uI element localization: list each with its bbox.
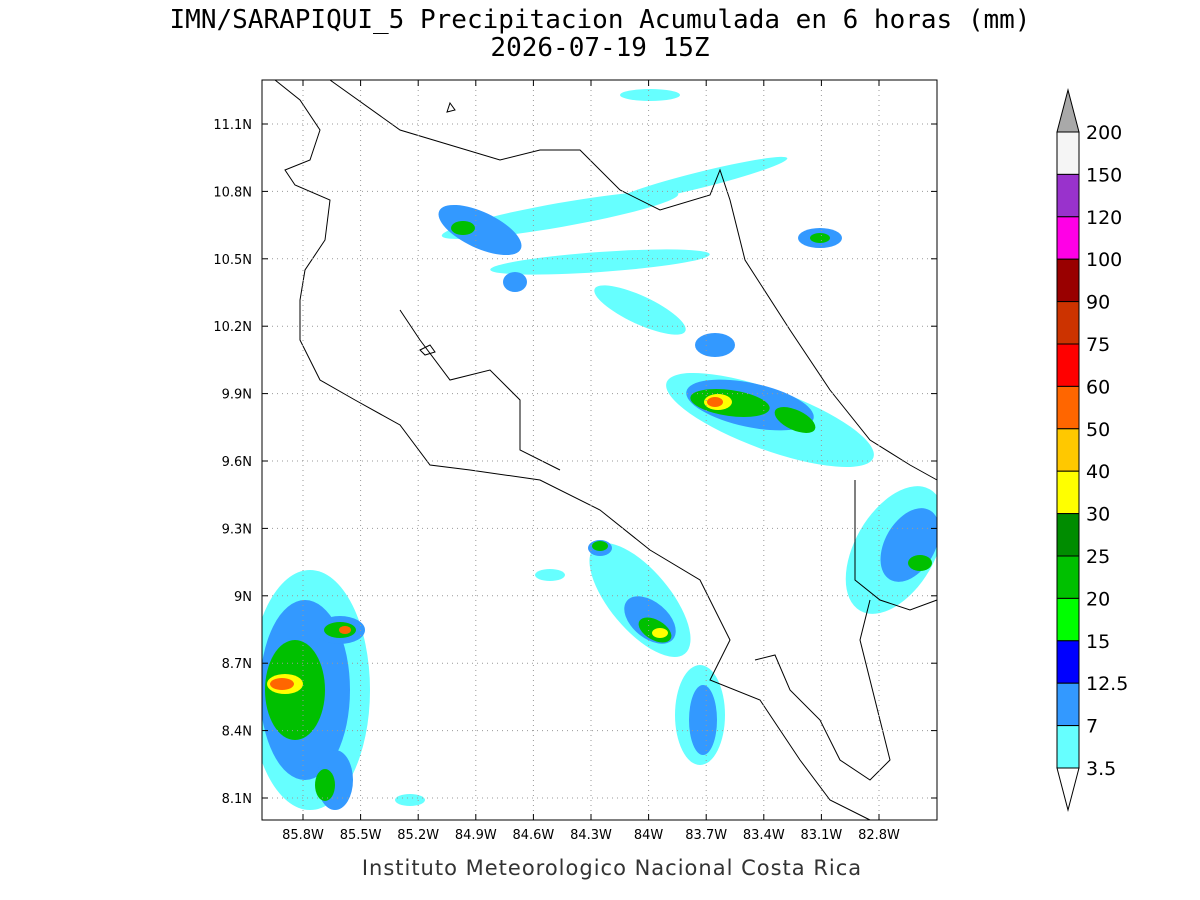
colorbar-box (1056, 173, 1080, 218)
colorbar-label: 200 (1086, 122, 1122, 144)
lon-label: 84.9W (455, 828, 497, 843)
colorbar-label: 150 (1086, 164, 1122, 186)
lon-label: 83.7W (685, 828, 727, 843)
colorbar-box (1056, 513, 1080, 557)
colorbar-box (1056, 428, 1080, 472)
colorbar-box (1056, 640, 1080, 684)
lon-label: 83.1W (800, 828, 842, 843)
map (261, 79, 938, 821)
colorbar-cap (1056, 767, 1080, 812)
colorbar-box (1056, 597, 1080, 642)
lon-label: 85.5W (340, 828, 382, 843)
title: IMN/SARAPIQUI_5 Precipitacion Acumulada … (170, 5, 1031, 35)
colorbar-label: 12.5 (1086, 673, 1128, 695)
lat-label: 10.2N (213, 320, 252, 335)
colorbar-box (1056, 725, 1080, 769)
lon-label: 82.8W (858, 828, 900, 843)
colorbar-label: 20 (1086, 588, 1110, 610)
colorbar-box (1056, 470, 1080, 515)
colorbar-label: 120 (1086, 207, 1122, 229)
lat-label: 10.8N (213, 185, 252, 200)
coastline (274, 79, 938, 821)
lat-label: 9.3N (222, 522, 252, 537)
lat-label: 9.9N (222, 388, 252, 403)
lon-label: 83.4W (743, 828, 785, 843)
colorbar-box (1056, 343, 1080, 387)
colorbar-label: 90 (1086, 292, 1110, 314)
lat-label: 8.1N (222, 792, 252, 807)
colorbar-box (1056, 555, 1080, 599)
colorbar-label: 7 (1086, 716, 1098, 738)
colorbar-box (1056, 258, 1080, 303)
lat-label: 8.7N (222, 657, 252, 672)
colorbar-cap (1056, 88, 1080, 133)
colorbar-label: 100 (1086, 249, 1122, 271)
colorbar-label: 60 (1086, 376, 1110, 398)
subtitle: 2026-07-19 15Z (490, 33, 709, 63)
footer: Instituto Meteorologico Nacional Costa R… (362, 856, 862, 880)
lat-label: 8.4N (222, 725, 252, 740)
precipitation (262, 89, 937, 810)
lon-label: 85.2W (397, 828, 439, 843)
colorbar-label: 15 (1086, 631, 1110, 653)
colorbar-label: 25 (1086, 546, 1110, 568)
lat-label: 10.5N (213, 253, 252, 268)
map-frame (261, 79, 938, 821)
colorbar-label: 3.5 (1086, 758, 1116, 780)
lat-label: 9N (234, 590, 252, 605)
lon-label: 84.3W (570, 828, 612, 843)
lon-label: 84.6W (512, 828, 554, 843)
colorbar-box (1056, 216, 1080, 260)
colorbar-box (1056, 131, 1080, 175)
colorbar-label: 75 (1086, 334, 1110, 356)
colorbar-box (1056, 682, 1080, 727)
colorbar-label: 30 (1086, 504, 1110, 526)
colorbar-label: 50 (1086, 419, 1110, 441)
lat-label: 9.6N (222, 455, 252, 470)
colorbar-box (1056, 385, 1080, 430)
lat-label: 11.1N (213, 118, 252, 133)
lon-label: 84W (634, 828, 664, 843)
lon-label: 85.8W (282, 828, 324, 843)
colorbar-label: 40 (1086, 461, 1110, 483)
colorbar-box (1056, 301, 1080, 345)
